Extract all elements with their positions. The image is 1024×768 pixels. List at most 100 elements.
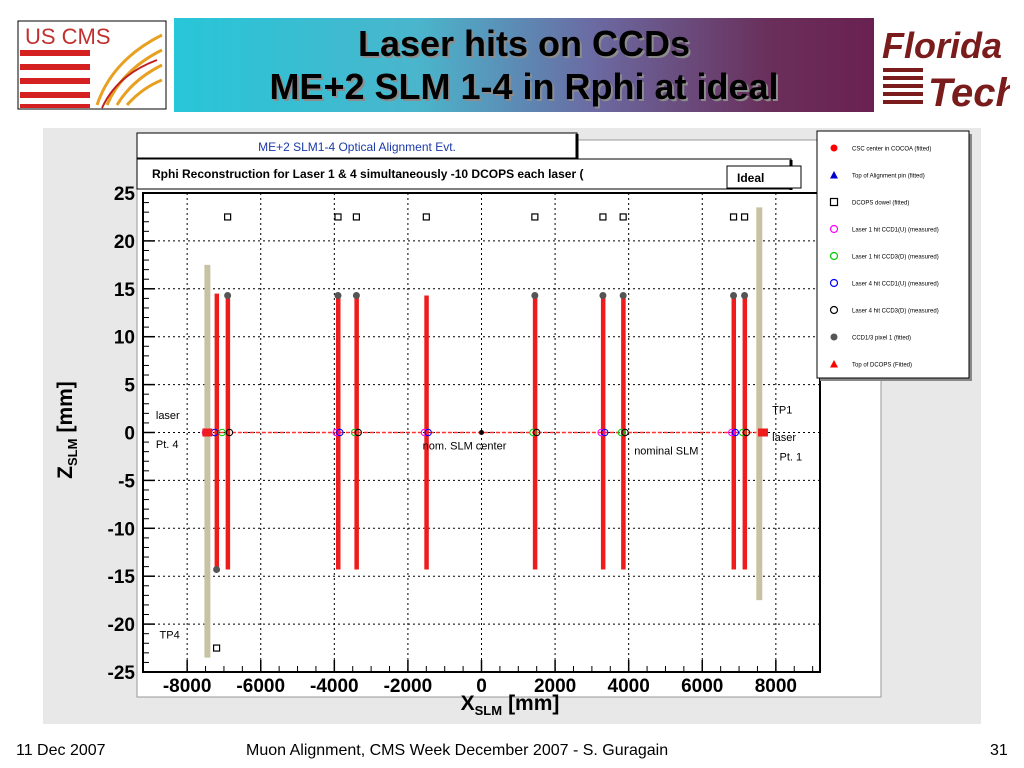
legend: CSC center in COCOA (fitted) Top of Align… [816, 130, 972, 381]
annotation-label: TP1 [772, 404, 792, 416]
dcops-dowel-point [212, 644, 221, 652]
ccd-hit-point [225, 428, 234, 437]
pixel1-point [224, 292, 232, 300]
legend-entry: Laser 4 hit CCD3(D) (measured) [829, 305, 939, 315]
ccd-hit-point [218, 428, 226, 437]
legend-label: Laser 1 hit CCD1(U) (measured) [852, 228, 939, 234]
y-tick-label: -25 [108, 663, 136, 684]
ccd-hit-point [731, 428, 740, 437]
ccd-hit-point [601, 428, 609, 437]
title-banner [174, 18, 874, 112]
florida-tech-line-1: Florida [882, 25, 1002, 66]
legend-marker [830, 333, 838, 341]
pixel1-point [334, 292, 342, 300]
dcops-dowel-point [599, 213, 607, 221]
subtitle-box [136, 158, 792, 190]
y-tick-label: -10 [108, 519, 135, 540]
legend-label: Laser 4 hit CCD3(D) (measured) [852, 309, 939, 315]
footer-date: 11 Dec 2007 [16, 742, 106, 759]
dcops-dowel-point [422, 213, 430, 221]
y-axis-label: ZSLM[mm] [54, 381, 80, 479]
detector-swirl-icon [95, 33, 163, 106]
ccd-hit-point [532, 428, 541, 437]
laser-marker [757, 428, 768, 437]
ccd-bars [214, 293, 748, 570]
ccd-hit-point [727, 428, 736, 437]
y-tick-label: 10 [114, 328, 135, 349]
pixel1-point [730, 292, 738, 300]
plot-area [136, 139, 882, 698]
ccd-hit-point [354, 428, 362, 437]
legend-entry: CCD1/3 pixel 1 (fitted) [830, 333, 911, 342]
dcops-dowel-point [224, 213, 232, 221]
legend-marker [830, 360, 838, 368]
legend-entry: Top of DCOPS (Fitted) [830, 360, 912, 369]
tick-marks [143, 192, 814, 673]
x-tick-label: -4000 [310, 676, 359, 697]
ccd-bar [424, 295, 429, 570]
ccd-hit-point [336, 428, 344, 437]
y-tick-label: -5 [118, 471, 135, 492]
legend-entry: Laser 4 hit CCD1(U) (measured) [829, 278, 939, 288]
hit-points [201, 428, 751, 437]
legend-entry: Laser 1 hit CCD1(U) (measured) [829, 224, 939, 234]
legend-label: CCD1/3 pixel 1 (fitted) [852, 336, 911, 342]
ccd-bar [532, 295, 538, 570]
dcops-dowel-point [740, 213, 749, 221]
y-tick-label: -20 [108, 615, 135, 636]
annotation-label: nominal SLM [634, 446, 698, 458]
legend-marker [829, 278, 839, 288]
event-title: ME+2 SLM1-4 Optical Alignment Evt. [258, 140, 456, 154]
ccd-hit-point [597, 428, 605, 437]
ccd-hit-point [424, 428, 432, 437]
dcops-dowel-point [334, 213, 342, 221]
ccd-bar [225, 295, 231, 570]
laser-marker [202, 428, 213, 437]
x-tick-label: 2000 [534, 676, 576, 697]
stripes-icon [883, 68, 923, 104]
slm-center-point [479, 430, 484, 435]
y-tick-label: 5 [124, 376, 135, 397]
ccd-bar [621, 295, 626, 570]
ccd-bar [731, 295, 737, 570]
frame-bar [756, 207, 763, 601]
annotation-label: TP4 [160, 629, 180, 641]
legend-marker [830, 144, 838, 152]
x-tick-label: 4000 [608, 676, 650, 697]
slide-title: Laser hits on CCDs ME+2 SLM 1-4 in Rphi … [174, 22, 874, 108]
uscms-logo: US CMS [17, 20, 167, 110]
annotations: laser Pt. 4 TP4 TP1 laser Pt. 1 nom. SLM cente… [156, 404, 802, 641]
x-tick-label: -8000 [163, 676, 212, 697]
y-tick-label: 25 [114, 184, 136, 205]
flag-stripes-icon [20, 50, 90, 108]
annotation-label: Pt. 1 [780, 451, 803, 463]
legend-label: Laser 1 hit CCD3(D) (measured) [852, 255, 939, 261]
y-tick-label: -15 [108, 567, 136, 588]
page-number: 31 [990, 742, 1008, 759]
annotation-label: nom. SLM center [423, 441, 507, 453]
legend-entry: Laser 1 hit CCD3(D) (measured) [829, 251, 939, 261]
ccd-hit-point [742, 428, 751, 437]
y-tick-labels: 25 20 15 10 5 0 -5 -10 -15 -20 -25 [108, 184, 136, 684]
legend-marker [830, 171, 838, 179]
laser-markers [202, 428, 768, 437]
x-tick-label: -6000 [236, 676, 285, 697]
ccd-hit-point [529, 428, 537, 437]
y-tick-label: 20 [114, 232, 135, 253]
ccd-hit-point [420, 428, 429, 437]
legend-marker [829, 197, 839, 207]
dcops-dowels [212, 213, 749, 652]
ccd-bar [742, 295, 748, 570]
pixel1-point [741, 292, 749, 300]
legend-marker [829, 251, 839, 261]
x-tick-labels: -8000 -6000 -4000 -2000 0 2000 4000 6000 8000 [163, 676, 797, 697]
ccd-bar [214, 293, 220, 570]
legend-label: Laser 4 hit CCD1(U) (measured) [852, 282, 939, 288]
x-axis-label: XSLM [mm] [461, 692, 560, 718]
ccd-hit-point [621, 428, 629, 437]
florida-tech-line-2: Tech [928, 71, 1010, 113]
legend-label: CSC center in COCOA (fitted) [852, 147, 931, 153]
ccd-bar [354, 295, 359, 570]
ccd-bar [336, 295, 341, 570]
